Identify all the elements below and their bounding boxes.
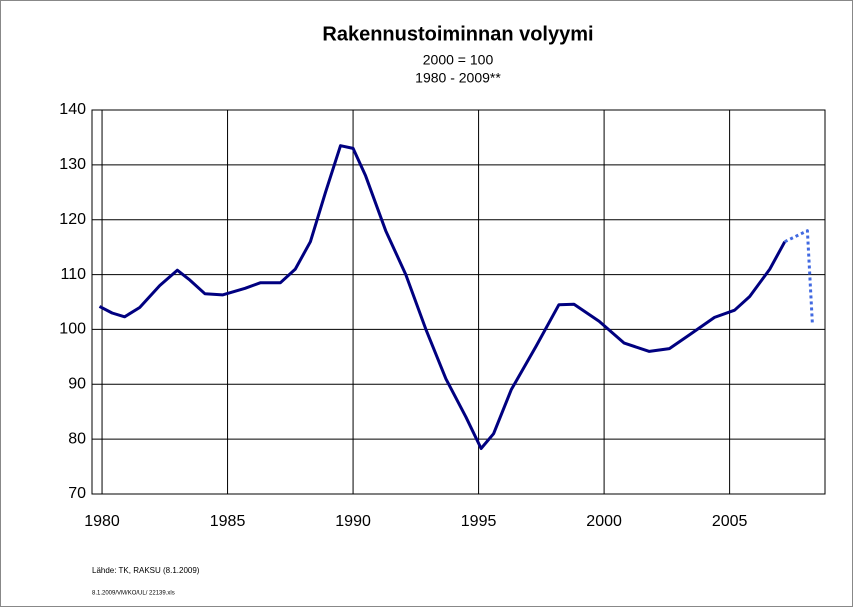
footer-note: 8.1.2009/VM/KO/UL/ 22139.xls [92,591,175,597]
data-line [98,144,787,450]
y-tick-label: 120 [59,211,86,228]
chart-subtitle: 2000 = 100 [423,52,494,68]
x-tick-label: 2000 [586,513,622,530]
y-tick-label: 110 [60,266,86,283]
y-tick-label: 130 [59,156,86,173]
chart-subtitle: 1980 - 2009** [415,70,501,86]
y-tick-label: 140 [59,101,86,118]
data-line [784,229,814,324]
plot-border [91,109,826,495]
x-tick-label: 1985 [210,513,246,530]
y-tick-label: 90 [68,376,86,393]
chart-title: Rakennustoiminnan volyymi [322,23,593,45]
x-tick-label: 1995 [461,513,497,530]
x-tick-label: 2005 [712,513,748,530]
y-tick-label: 100 [59,321,86,338]
x-tick-label: 1990 [335,513,371,530]
y-tick-label: 70 [68,485,86,502]
x-tick-label: 1980 [84,513,120,530]
y-tick-label: 80 [68,430,86,447]
source-note: Lähde: TK, RAKSU (8.1.2009) [92,566,200,575]
